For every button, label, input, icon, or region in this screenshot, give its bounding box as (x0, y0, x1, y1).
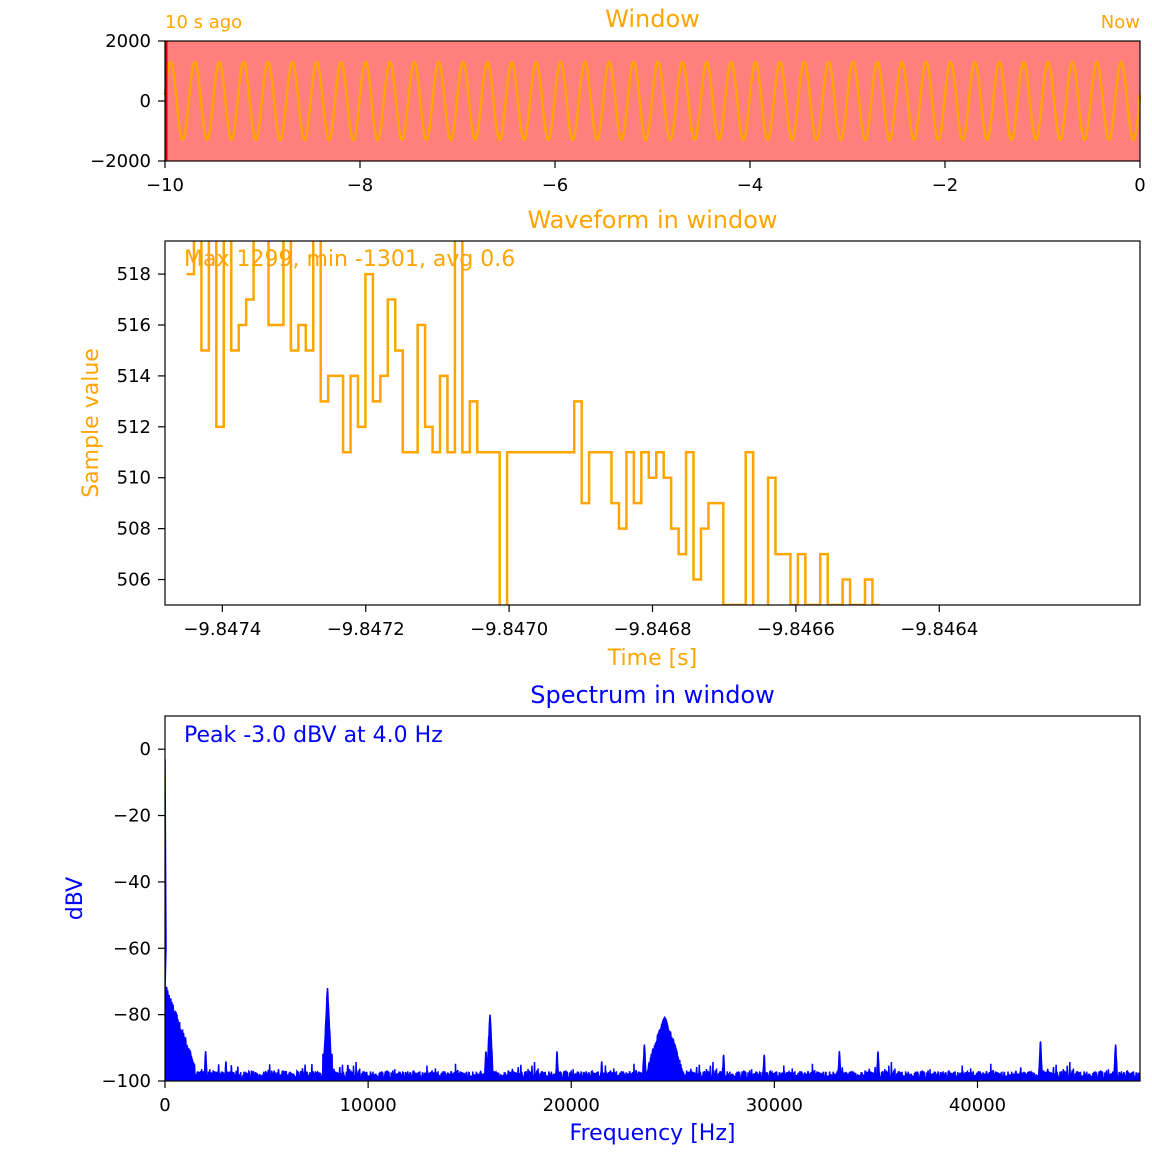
waveform-title: Waveform in window (527, 206, 777, 234)
spectrum-y-ticks: 0 −20 −40 −60 −80 −100 (102, 739, 165, 1092)
waveform-y-tick-label: 514 (117, 366, 151, 387)
waveform-y-ticks: 506 508 510 512 514 516 518 (117, 264, 165, 591)
spectrum-panel: 0 10000 20000 30000 40000 0−20−40−60−80−100 … (63, 681, 1141, 1146)
waveform-x-ticks: −9.8474 −9.8472 −9.8470 −9.8468 −9.8466 −9.84… (183, 605, 978, 640)
window-right-label: Now (1101, 12, 1140, 33)
waveform-step-line (186, 241, 880, 605)
window-x-tick-label: 0 (1134, 175, 1145, 196)
waveform-x-tick-label: −9.8466 (757, 619, 835, 640)
spectrum-x-tick-label: 10000 (339, 1095, 396, 1116)
window-panel: −10 −8 −6 −4 −2 0 20000−2000 Window 10 s ago … (90, 5, 1146, 196)
waveform-axes-frame (164, 240, 1141, 606)
waveform-annotation: Max 1299, min -1301, avg 0.6 (184, 247, 515, 272)
window-title: Window (605, 5, 700, 33)
window-x-tick-label: −8 (347, 175, 374, 196)
spectrum-axes-frame (164, 715, 1141, 1082)
spectrum-y-tick-label: −60 (113, 938, 151, 959)
window-y-tick-label: −2000 (90, 151, 151, 172)
window-left-label: 10 s ago (165, 12, 242, 33)
window-y-ticks: 2000 0 −2000 (90, 31, 165, 172)
waveform-y-tick-label: 508 (117, 519, 151, 540)
spectrum-y-tick-label: 0 (140, 739, 151, 760)
waveform-x-axis-label: Time [s] (607, 646, 697, 671)
spectrum-x-tick-label: 30000 (746, 1095, 803, 1116)
window-waveform-line (163, 60, 1142, 142)
window-y-tick-label: 0 (140, 91, 151, 112)
spectrum-y-axis-label: dBV (63, 877, 88, 920)
window-x-tick-label: −6 (542, 175, 569, 196)
waveform-y-tick-label: 510 (117, 468, 151, 489)
spectrum-x-tick-label: 0 (159, 1095, 170, 1116)
waveform-x-tick-label: −9.8468 (613, 619, 691, 640)
window-x-tick-label: −10 (146, 175, 184, 196)
waveform-y-tick-label: 518 (117, 264, 151, 285)
waveform-panel: −9.8474 −9.8472 −9.8470 −9.8468 −9.8466 −9.84… (79, 206, 1141, 671)
waveform-x-tick-label: −9.8470 (470, 619, 548, 640)
spectrum-y-tick-label: −80 (113, 1005, 151, 1026)
spectrum-y-tick-label: −20 (113, 806, 151, 827)
spectrum-x-tick-label: 40000 (949, 1095, 1006, 1116)
spectrum-title: Spectrum in window (530, 681, 775, 709)
spectrum-y-tick-label: −100 (102, 1071, 151, 1092)
waveform-y-tick-label: 512 (117, 417, 151, 438)
waveform-x-tick-label: −9.8472 (327, 619, 405, 640)
spectrum-x-axis-label: Frequency [Hz] (570, 1121, 736, 1146)
window-y-tick-label: 2000 (105, 31, 151, 52)
waveform-y-axis-label: Sample value (79, 348, 104, 498)
window-x-ticks: −10 −8 −6 −4 −2 0 (146, 161, 1146, 196)
spectrum-annotation: Peak -3.0 dBV at 4.0 Hz (184, 723, 443, 748)
waveform-y-tick-label: 516 (117, 315, 151, 336)
spectrum-x-tick-label: 20000 (543, 1095, 600, 1116)
spectrum-line (165, 759, 1140, 1081)
window-x-tick-label: −2 (932, 175, 959, 196)
spectrum-y-tick-label: −40 (113, 872, 151, 893)
waveform-y-tick-label: 506 (117, 570, 151, 591)
waveform-x-tick-label: −9.8474 (183, 619, 261, 640)
waveform-x-tick-label: −9.8464 (900, 619, 978, 640)
spectrum-x-ticks: 0 10000 20000 30000 40000 (159, 1081, 1006, 1116)
window-x-tick-label: −4 (737, 175, 764, 196)
